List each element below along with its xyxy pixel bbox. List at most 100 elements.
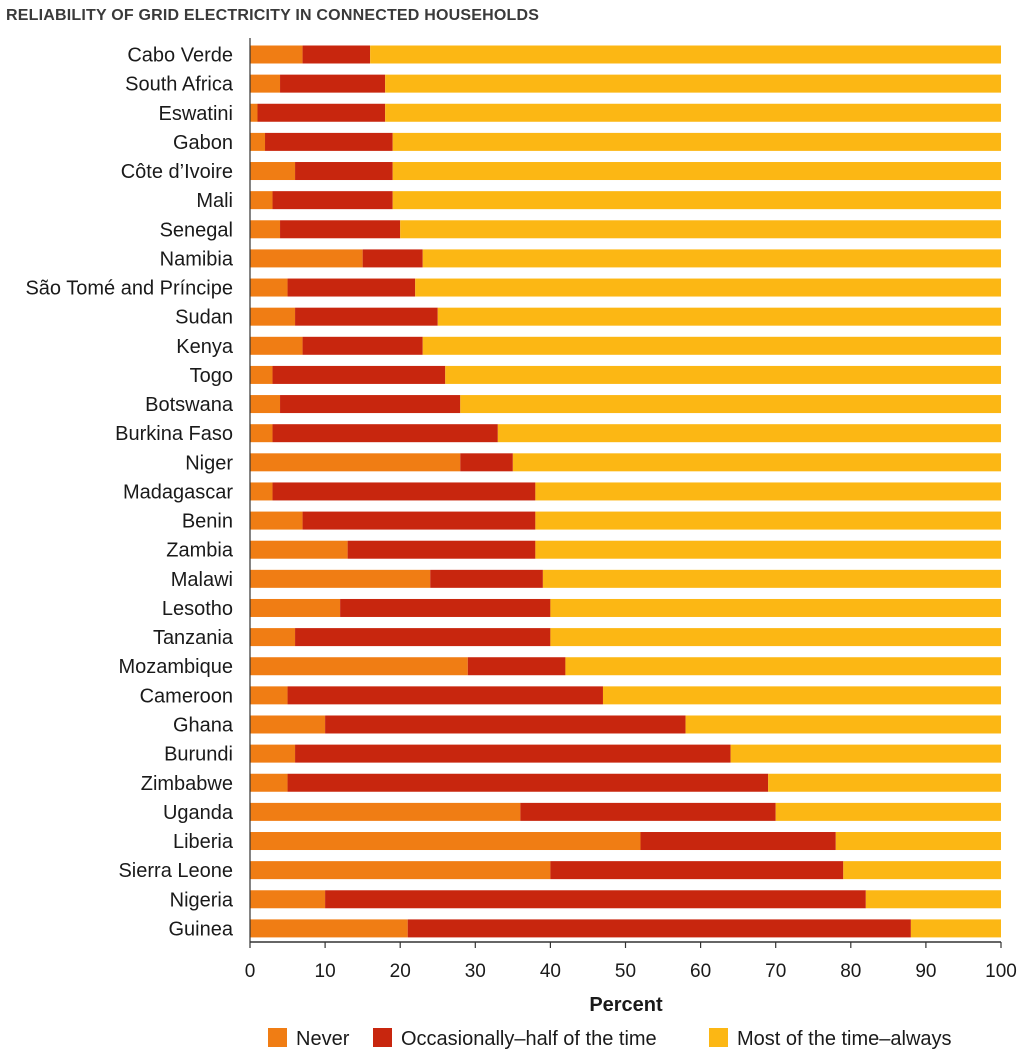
category-label-guinea: Guinea: [169, 918, 234, 940]
bar-gabon-never: [250, 132, 266, 151]
bar-senegal-most-of-the-time-always: [400, 220, 1001, 239]
bar-guinea-most-of-the-time-always: [910, 919, 1001, 938]
bar-guinea-never: [250, 919, 408, 938]
category-label-kenya: Kenya: [176, 336, 234, 358]
bar-zambia-never: [250, 540, 348, 559]
chart-title: RELIABILITY OF GRID ELECTRICITY IN CONNE…: [6, 7, 540, 24]
category-label-nigeria: Nigeria: [170, 889, 234, 911]
category-label-gabon: Gabon: [173, 132, 233, 154]
bar-madagascar-occasionally-half-of-the-time: [272, 482, 536, 501]
bar-mozambique-most-of-the-time-always: [565, 657, 1001, 676]
category-label-sao-tome-and-principe: São Tomé and Príncipe: [25, 278, 233, 300]
bar-lesotho-never: [250, 598, 341, 617]
category-label-tanzania: Tanzania: [153, 627, 234, 649]
category-label-sudan: Sudan: [175, 307, 233, 329]
category-label-madagascar: Madagascar: [123, 481, 233, 503]
bar-mali-occasionally-half-of-the-time: [272, 191, 393, 210]
bar-mozambique-never: [250, 657, 468, 676]
bar-sao-tome-and-principe-most-of-the-time-always: [415, 278, 1002, 297]
bar-malawi-occasionally-half-of-the-time: [430, 569, 543, 588]
bar-cabo-verde-never: [250, 45, 303, 64]
bar-south-africa-occasionally-half-of-the-time: [280, 74, 386, 93]
bar-uganda-most-of-the-time-always: [775, 802, 1001, 821]
category-label-mali: Mali: [196, 190, 233, 212]
legend-swatch-never: [268, 1028, 287, 1047]
bar-burundi-most-of-the-time-always: [730, 744, 1001, 763]
category-label-senegal: Senegal: [160, 219, 233, 241]
legend: Never Occasionally–half of the time Most…: [268, 1028, 952, 1050]
bar-madagascar-never: [250, 482, 273, 501]
category-label-togo: Togo: [190, 365, 233, 387]
category-label-cameroon: Cameroon: [140, 685, 233, 707]
bar-namibia-most-of-the-time-always: [422, 249, 1002, 268]
bar-kenya-occasionally-half-of-the-time: [302, 336, 423, 355]
bar-namibia-occasionally-half-of-the-time: [362, 249, 423, 268]
bar-ghana-most-of-the-time-always: [685, 715, 1001, 734]
category-label-niger: Niger: [185, 452, 233, 474]
x-tick-label-50: 50: [615, 961, 636, 982]
bar-sao-tome-and-principe-occasionally-half-of-the-time: [287, 278, 416, 297]
bar-uganda-never: [250, 802, 521, 821]
legend-label-never: Never: [296, 1028, 350, 1050]
bar-kenya-most-of-the-time-always: [422, 336, 1002, 355]
category-label-zambia: Zambia: [166, 540, 234, 562]
bar-tanzania-occasionally-half-of-the-time: [295, 628, 551, 647]
bar-benin-never: [250, 511, 303, 530]
bar-zimbabwe-occasionally-half-of-the-time: [287, 773, 769, 792]
bar-namibia-never: [250, 249, 363, 268]
bar-togo-most-of-the-time-always: [445, 365, 1001, 384]
bar-nigeria-never: [250, 890, 326, 909]
bar-nigeria-most-of-the-time-always: [865, 890, 1001, 909]
x-tick-label-70: 70: [765, 961, 786, 982]
bar-south-africa-most-of-the-time-always: [385, 74, 1001, 93]
x-tick-label-80: 80: [840, 961, 861, 982]
legend-swatch-occasionally: [373, 1028, 392, 1047]
bar-mozambique-occasionally-half-of-the-time: [467, 657, 566, 676]
bars-group: [250, 45, 1002, 938]
bar-togo-occasionally-half-of-the-time: [272, 365, 446, 384]
bar-togo-never: [250, 365, 273, 384]
legend-swatch-most-of-the-time: [709, 1028, 728, 1047]
bar-niger-never: [250, 453, 461, 472]
bar-cabo-verde-most-of-the-time-always: [370, 45, 1001, 64]
bar-madagascar-most-of-the-time-always: [535, 482, 1001, 501]
bar-benin-most-of-the-time-always: [535, 511, 1001, 530]
bar-gabon-most-of-the-time-always: [392, 132, 1001, 151]
bar-sudan-never: [250, 307, 296, 326]
x-ticks: 0 10 20 30 40 50 60 70 80 90 100: [245, 942, 1017, 982]
category-label-uganda: Uganda: [163, 802, 234, 824]
x-tick-label-0: 0: [245, 961, 256, 982]
x-tick-label-10: 10: [315, 961, 336, 982]
bar-ghana-never: [250, 715, 326, 734]
bar-burundi-occasionally-half-of-the-time: [295, 744, 731, 763]
bar-malawi-never: [250, 569, 431, 588]
bar-lesotho-occasionally-half-of-the-time: [340, 598, 551, 617]
bar-senegal-occasionally-half-of-the-time: [280, 220, 401, 239]
bar-botswana-never: [250, 395, 281, 414]
x-axis-title: Percent: [589, 994, 663, 1016]
category-label-cabo-verde: Cabo Verde: [127, 45, 233, 67]
category-label-south-africa: South Africa: [125, 74, 234, 96]
category-label-namibia: Namibia: [160, 248, 234, 270]
category-label-burundi: Burundi: [164, 744, 233, 766]
category-label-burkina-faso: Burkina Faso: [115, 423, 233, 445]
bar-niger-occasionally-half-of-the-time: [460, 453, 513, 472]
bar-burkina-faso-occasionally-half-of-the-time: [272, 424, 498, 443]
bar-niger-most-of-the-time-always: [512, 453, 1001, 472]
bar-eswatini-never: [250, 103, 258, 122]
bar-zimbabwe-never: [250, 773, 288, 792]
category-label-zimbabwe: Zimbabwe: [141, 773, 233, 795]
x-tick-label-30: 30: [465, 961, 486, 982]
category-label-mozambique: Mozambique: [118, 656, 233, 678]
bar-sierra-leone-never: [250, 861, 551, 880]
bar-zambia-occasionally-half-of-the-time: [347, 540, 536, 559]
bar-cabo-verde-occasionally-half-of-the-time: [302, 45, 371, 64]
bar-liberia-occasionally-half-of-the-time: [640, 832, 836, 851]
bar-cote-d-ivoire-most-of-the-time-always: [392, 162, 1001, 181]
category-label-lesotho: Lesotho: [162, 598, 233, 620]
bar-sudan-occasionally-half-of-the-time: [295, 307, 438, 326]
x-tick-label-20: 20: [390, 961, 411, 982]
bar-nigeria-occasionally-half-of-the-time: [325, 890, 866, 909]
bar-sierra-leone-most-of-the-time-always: [843, 861, 1001, 880]
